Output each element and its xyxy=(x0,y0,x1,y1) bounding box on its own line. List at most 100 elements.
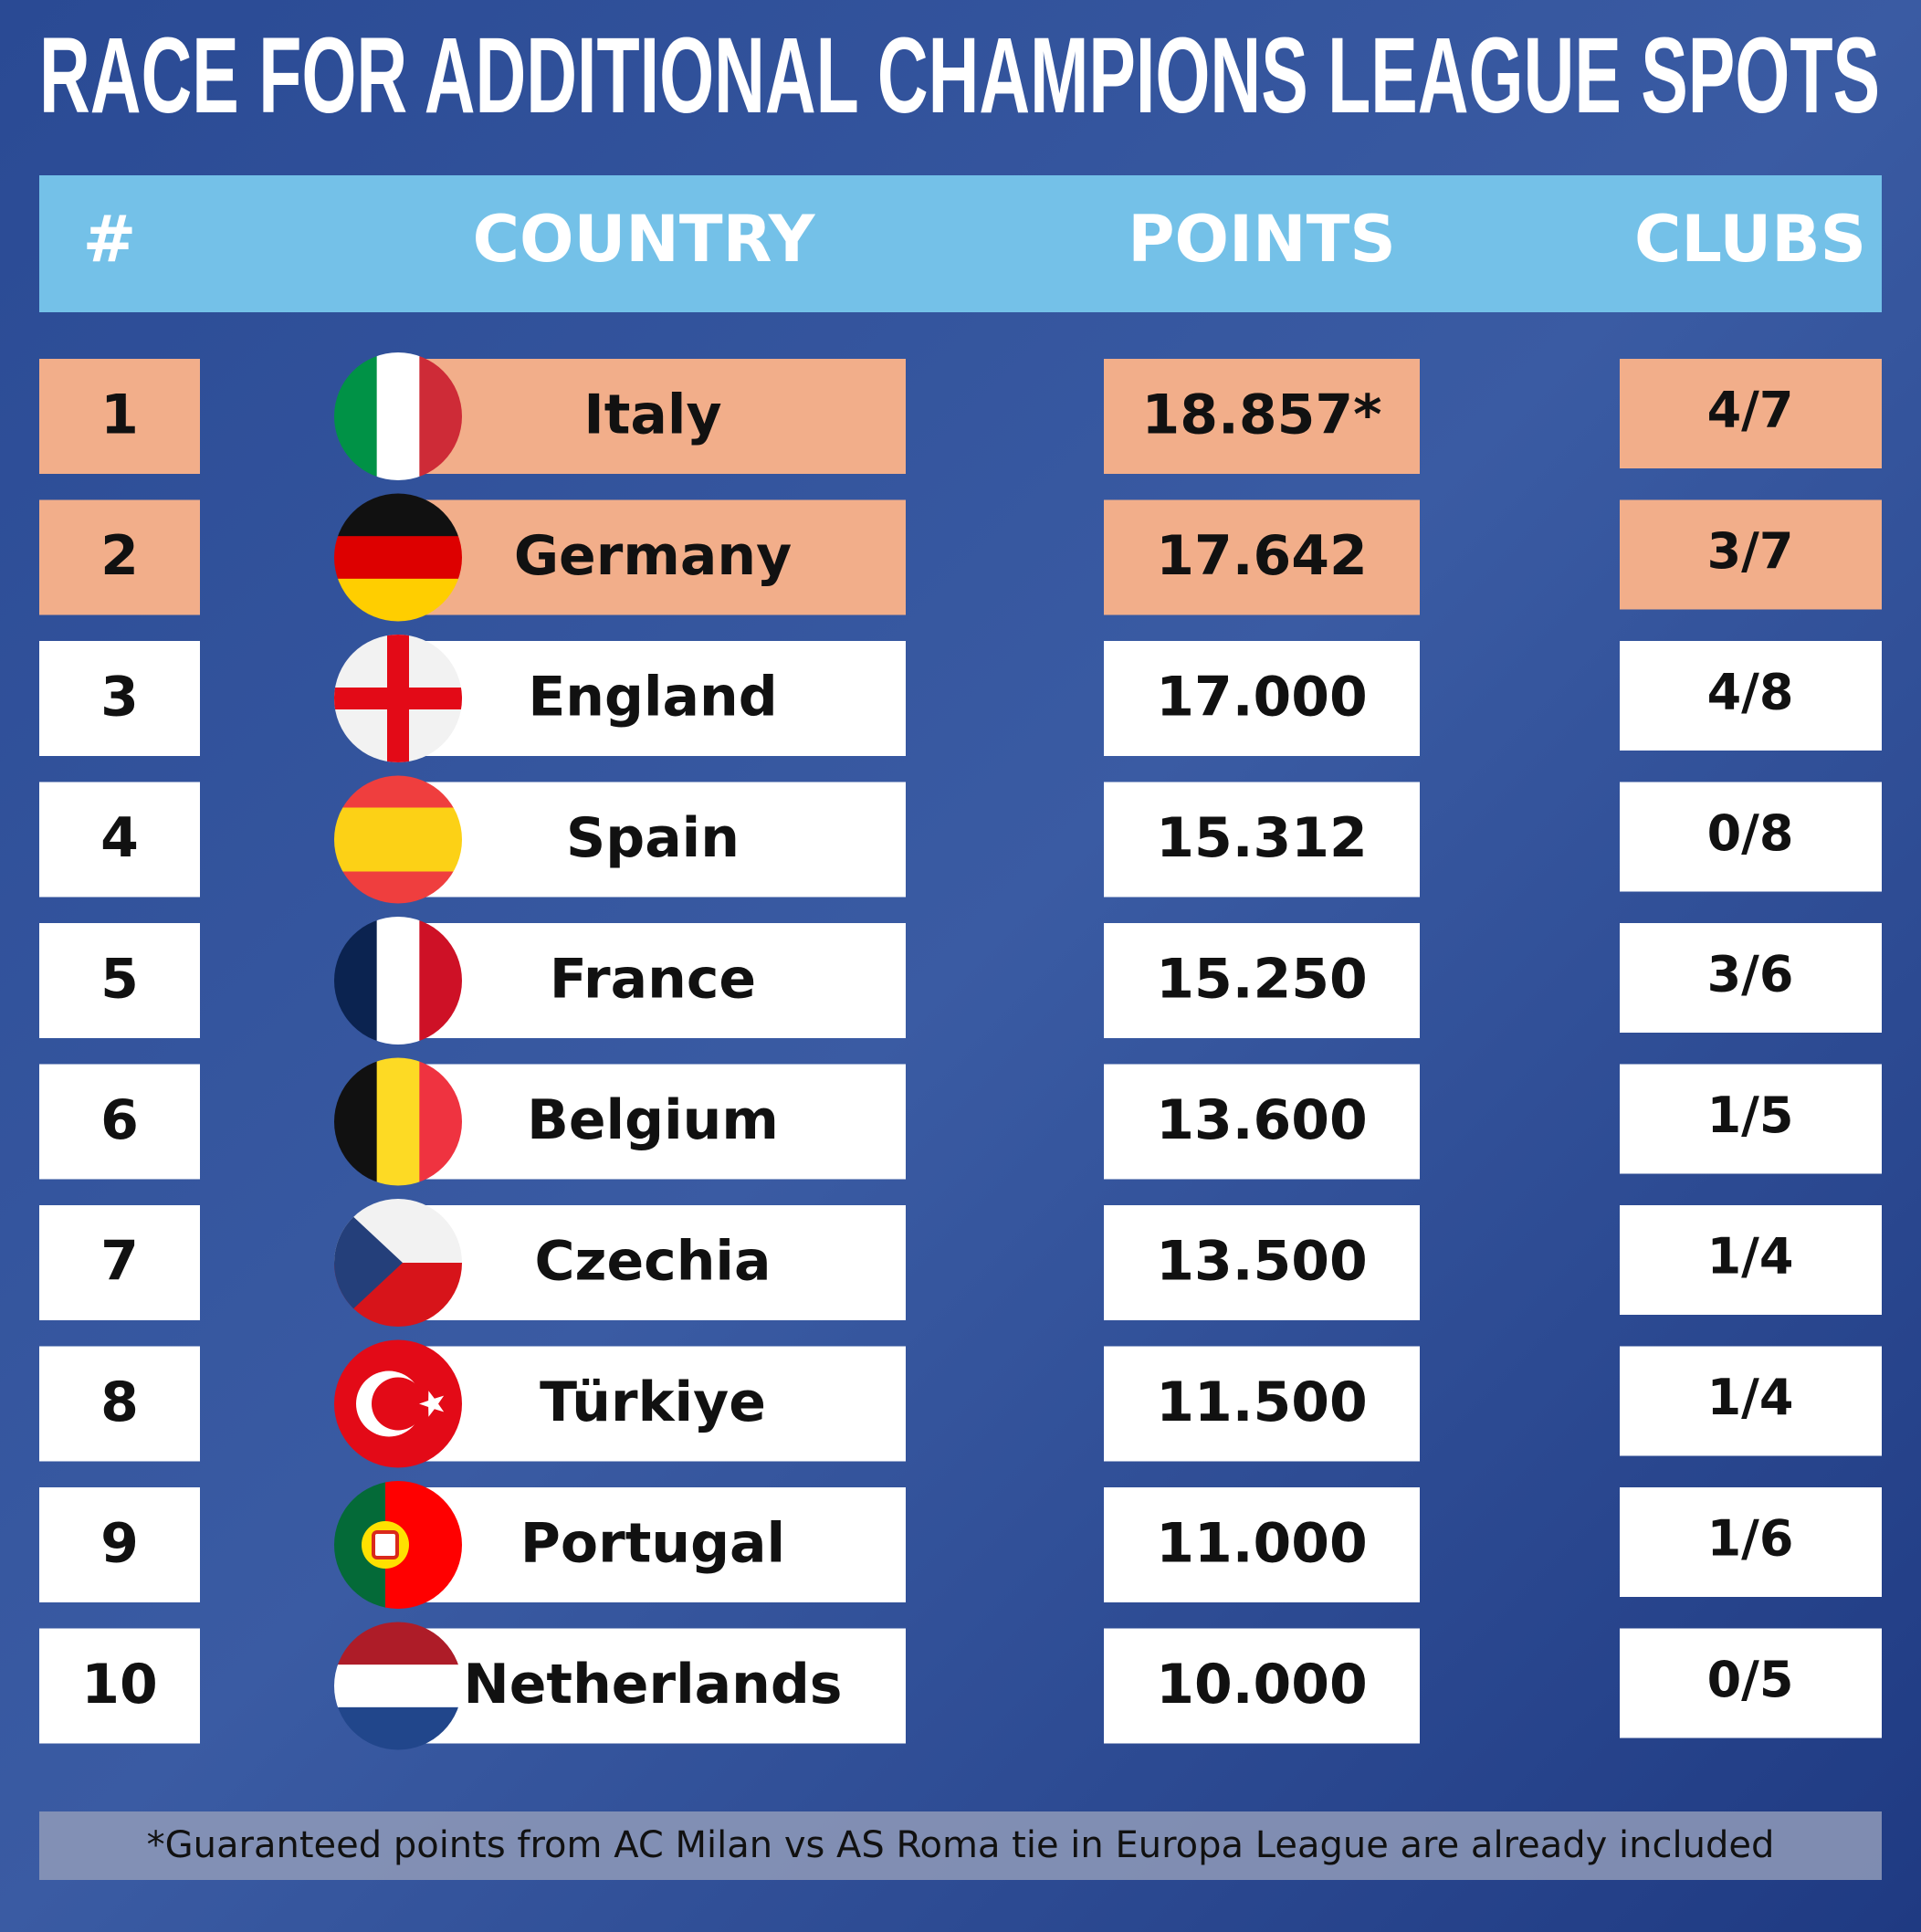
points-cell xyxy=(1104,1628,1420,1744)
flag-stripe xyxy=(334,807,462,872)
footnote-band xyxy=(39,1811,1882,1880)
rank: 3 xyxy=(100,666,139,730)
points-cell xyxy=(1104,1346,1420,1462)
clubs: 1/4 xyxy=(1707,1369,1794,1426)
flag xyxy=(334,1622,462,1750)
country: Germany xyxy=(514,524,792,588)
country-cell xyxy=(406,499,906,615)
clubs: 4/8 xyxy=(1707,664,1794,721)
rank-cell xyxy=(39,641,200,756)
flag-stripe xyxy=(334,1664,462,1708)
country-cell xyxy=(406,1487,906,1602)
points-cell xyxy=(1104,499,1420,615)
country: France xyxy=(550,948,756,1012)
rank: 6 xyxy=(100,1088,139,1152)
country-cell xyxy=(406,641,906,756)
points: 17.000 xyxy=(1156,666,1368,730)
country: Italy xyxy=(583,383,721,447)
points: 11.500 xyxy=(1156,1370,1368,1434)
points-cell xyxy=(1104,359,1420,474)
country-cell xyxy=(406,359,906,474)
clubs: 1/4 xyxy=(1707,1228,1794,1286)
points: 13.500 xyxy=(1156,1230,1368,1294)
flag-crescent xyxy=(372,1377,425,1431)
country-cell xyxy=(406,923,906,1038)
points-cell xyxy=(1104,923,1420,1038)
flag-stripe xyxy=(376,917,420,1045)
flag-emblem xyxy=(372,1530,399,1559)
points-cell xyxy=(1104,1487,1420,1602)
rank: 1 xyxy=(100,383,139,447)
clubs-cell xyxy=(1620,359,1882,468)
clubs-cell xyxy=(1620,1205,1882,1315)
header-band xyxy=(39,175,1882,312)
clubs-cell xyxy=(1620,1064,1882,1174)
points-cell xyxy=(1104,641,1420,756)
clubs-cell xyxy=(1620,499,1882,610)
rank: 9 xyxy=(100,1512,139,1576)
country-cell xyxy=(406,1064,906,1180)
clubs-cell xyxy=(1620,1628,1882,1738)
rank-cell xyxy=(39,1628,200,1744)
rank: 7 xyxy=(100,1230,139,1294)
country: Spain xyxy=(566,806,740,870)
points-cell xyxy=(1104,782,1420,898)
rank: 5 xyxy=(100,948,139,1012)
clubs-cell xyxy=(1620,923,1882,1033)
country: Portugal xyxy=(520,1512,785,1576)
flag-stripe xyxy=(376,352,420,480)
points-cell xyxy=(1104,1064,1420,1180)
rank-cell xyxy=(39,782,200,898)
flag-stripe xyxy=(334,536,462,580)
flag xyxy=(334,1339,462,1468)
footnote: *Guaranteed points from AC Milan vs AS R… xyxy=(147,1824,1775,1866)
rank-cell xyxy=(39,359,200,474)
column-header: CLUBS xyxy=(1634,202,1866,277)
points: 15.250 xyxy=(1156,948,1368,1012)
points: 18.857* xyxy=(1142,383,1382,447)
points: 13.600 xyxy=(1156,1088,1368,1152)
points-cell xyxy=(1104,1205,1420,1320)
country: Czechia xyxy=(535,1230,772,1294)
clubs: 0/5 xyxy=(1707,1651,1794,1708)
clubs-cell xyxy=(1620,641,1882,751)
flag-cross xyxy=(334,688,462,709)
country-cell xyxy=(406,1346,906,1462)
clubs-cell xyxy=(1620,782,1882,892)
flag xyxy=(334,1057,462,1186)
column-header: POINTS xyxy=(1128,202,1396,277)
rank: 10 xyxy=(81,1653,158,1717)
flag-star xyxy=(419,1391,445,1417)
flag xyxy=(334,1199,462,1327)
clubs: 4/7 xyxy=(1707,382,1794,439)
rank-cell xyxy=(39,1487,200,1602)
clubs: 3/7 xyxy=(1707,522,1794,580)
flag xyxy=(334,493,462,622)
country-cell xyxy=(406,782,906,898)
rank-cell xyxy=(39,1064,200,1180)
points: 17.642 xyxy=(1156,524,1368,588)
country-cell xyxy=(406,1205,906,1320)
clubs-cell xyxy=(1620,1487,1882,1597)
rank-cell xyxy=(39,499,200,615)
rank-cell xyxy=(39,923,200,1038)
clubs: 1/5 xyxy=(1707,1087,1794,1144)
clubs-cell xyxy=(1620,1346,1882,1456)
title: RACE FOR ADDITIONAL CHAMPIONS LEAGUE SPO… xyxy=(39,16,1880,136)
flag-stripe xyxy=(376,1057,420,1186)
country-cell xyxy=(406,1628,906,1744)
flag xyxy=(334,1481,462,1609)
country: Türkiye xyxy=(540,1370,766,1434)
flag xyxy=(334,775,462,904)
rank: 8 xyxy=(100,1370,139,1434)
country: England xyxy=(528,666,777,730)
flag xyxy=(334,352,462,480)
rank-cell xyxy=(39,1205,200,1320)
points: 15.312 xyxy=(1156,806,1368,870)
rank-cell xyxy=(39,1346,200,1462)
flag xyxy=(334,635,462,762)
column-header: COUNTRY xyxy=(473,202,816,277)
clubs: 0/8 xyxy=(1707,804,1794,862)
